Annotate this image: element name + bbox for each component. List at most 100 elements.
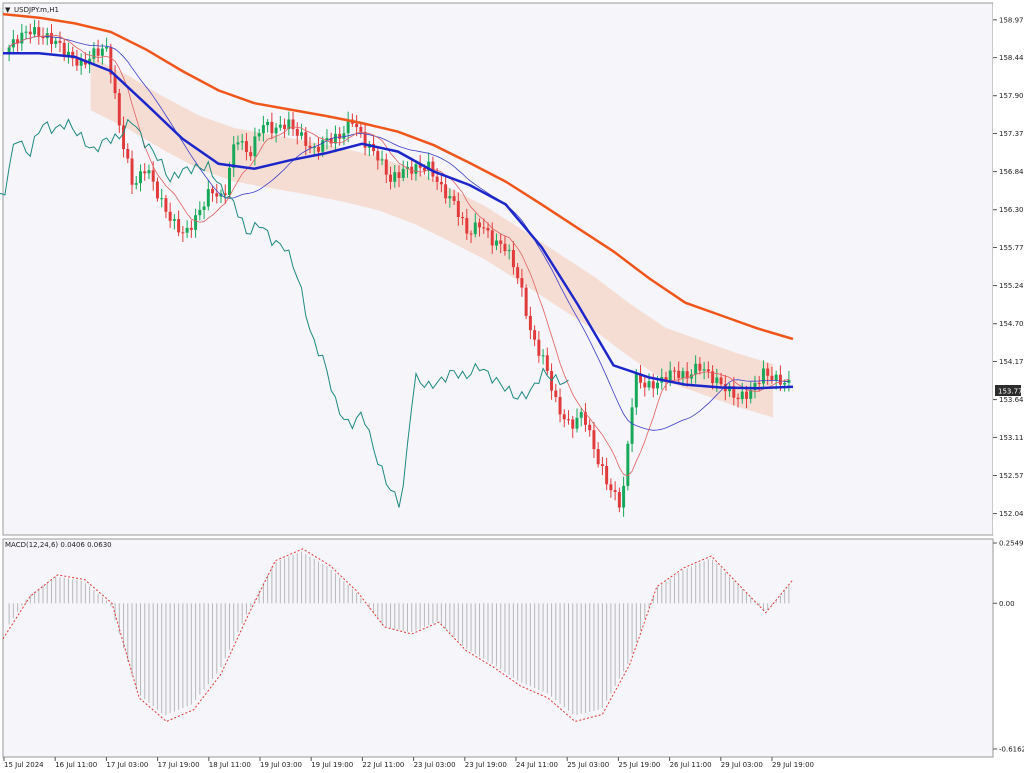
candle-body	[37, 27, 41, 36]
candle-body	[448, 196, 452, 199]
candle-body	[596, 449, 600, 465]
macd-tick-label: -0.6162	[999, 746, 1024, 754]
candle-body	[393, 172, 397, 182]
candle-body	[427, 161, 431, 171]
candle-body	[147, 170, 151, 174]
candle-body	[151, 170, 155, 182]
tenkan-sen-line	[8, 34, 789, 477]
candle-body	[261, 125, 265, 134]
candle-body	[312, 146, 316, 148]
candle-body	[656, 382, 659, 389]
symbol-title: USDJPY.m,H1	[14, 6, 59, 14]
candle-body	[668, 370, 672, 383]
candle-body	[346, 119, 350, 134]
candle-body	[295, 128, 299, 136]
candle-body	[16, 39, 20, 44]
candle-body	[126, 149, 130, 159]
candle-body	[181, 232, 185, 234]
candle-body	[444, 184, 448, 199]
candle-body	[537, 339, 541, 356]
candle-body	[177, 219, 181, 233]
price-tick-label: 154.175	[999, 358, 1024, 366]
price-tick-label: 153.640	[999, 396, 1024, 404]
price-axis-ticks: 158.970 158.440 157.905 157.375 156.840 156.3…	[993, 16, 1024, 518]
price-tick-label: 155.775	[999, 244, 1024, 252]
candle-body	[770, 375, 774, 381]
price-tick-label: 152.040	[999, 510, 1024, 518]
candle-body	[613, 490, 617, 493]
candle-body	[274, 127, 278, 134]
candle-body	[452, 196, 456, 202]
candle-body	[202, 206, 206, 210]
candle-body	[698, 363, 702, 371]
time-axis-label: 25 Jul 19:00	[618, 761, 660, 769]
candle-body	[401, 168, 405, 178]
price-tick-label: 156.305	[999, 206, 1024, 214]
candle-body	[588, 424, 592, 431]
time-axis-label: 23 Jul 19:00	[465, 761, 507, 769]
candle-body	[333, 133, 337, 144]
candle-body	[342, 133, 346, 139]
candle-body	[397, 172, 401, 178]
price-tick-label: 153.110	[999, 434, 1024, 442]
candle-body	[757, 383, 761, 385]
chikou-span-line	[0, 118, 569, 508]
macd-title: MACD(12,24,6) 0.0406 0.0630	[5, 541, 112, 549]
candle-body	[50, 33, 53, 45]
candlesticks	[7, 19, 791, 517]
title-triangle-icon[interactable]: ▼	[5, 6, 11, 14]
candle-body	[626, 443, 630, 486]
candle-body	[461, 216, 465, 219]
candle-body	[567, 419, 570, 421]
candle-body	[185, 227, 189, 233]
candle-body	[681, 371, 685, 379]
candle-body	[62, 42, 66, 56]
macd-signal-line	[2, 548, 794, 723]
candle-body	[503, 243, 507, 252]
candle-body	[490, 230, 494, 246]
candle-body	[355, 123, 359, 127]
candle-body	[494, 240, 498, 246]
candle-body	[456, 201, 460, 217]
candle-body	[139, 171, 142, 184]
price-axis-background	[993, 3, 1024, 535]
candle-body	[753, 383, 757, 390]
candle-body	[651, 381, 655, 389]
candle-body	[33, 27, 37, 35]
candle-body	[105, 46, 109, 49]
candle-body	[215, 193, 219, 197]
candle-body	[338, 133, 342, 139]
candle-body	[329, 138, 333, 144]
price-panel-background	[2, 2, 994, 536]
candle-body	[520, 278, 524, 288]
candle-body	[189, 227, 193, 230]
time-axis-label: 17 Jul 19:00	[158, 761, 200, 769]
candle-body	[270, 121, 274, 134]
candle-body	[592, 430, 596, 450]
macd-tick-label: 0.00	[999, 600, 1015, 608]
candle-body	[75, 58, 79, 66]
candle-body	[143, 171, 147, 174]
candle-body	[528, 315, 532, 331]
candle-body	[431, 161, 435, 177]
candle-body	[45, 33, 49, 39]
candle-body	[244, 141, 248, 153]
candle-body	[745, 391, 748, 399]
time-axis-label: 18 Jul 11:00	[209, 761, 251, 769]
candle-body	[325, 138, 329, 141]
candle-body	[719, 377, 723, 385]
kijun-sen-line	[8, 35, 789, 431]
candle-body	[524, 287, 528, 316]
candle-body	[376, 151, 380, 161]
candle-body	[439, 181, 443, 185]
candle-body	[96, 48, 100, 56]
price-tick-label: 154.705	[999, 320, 1024, 328]
candle-body	[774, 374, 778, 381]
candle-body	[240, 141, 244, 143]
time-axis-label: 29 Jul 19:00	[772, 761, 814, 769]
price-tick-label: 155.240	[999, 282, 1024, 290]
price-tick-label: 158.440	[999, 54, 1024, 62]
candle-body	[418, 164, 422, 168]
candle-body	[516, 267, 520, 279]
candle-body	[545, 355, 549, 372]
